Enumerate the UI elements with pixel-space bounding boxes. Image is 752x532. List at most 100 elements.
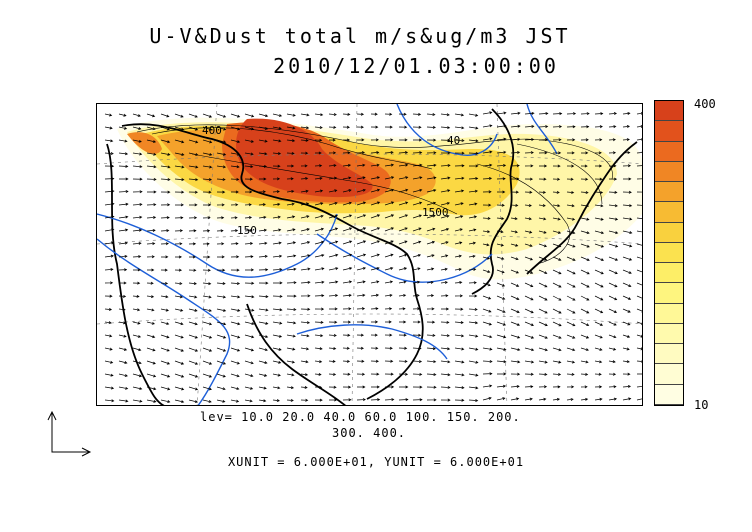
wind-arrow [286, 281, 297, 285]
wind-arrow [104, 189, 115, 193]
wind-arrow [118, 228, 129, 232]
wind-arrow [552, 217, 561, 221]
wind-arrow [636, 308, 642, 313]
wind-arrow [622, 397, 632, 401]
wind-arrow [468, 151, 479, 155]
wind-arrow [104, 373, 114, 377]
wind-arrow [356, 240, 367, 245]
wind-arrow [566, 190, 575, 194]
wind-arrow [300, 228, 310, 232]
wind-arrow [454, 215, 464, 219]
wind-arrow [398, 333, 407, 337]
wind-arrow [496, 163, 507, 167]
wind-arrow [552, 112, 563, 116]
wind-arrow [468, 386, 479, 390]
wind-arrow [300, 241, 311, 245]
wind-arrow [188, 386, 199, 391]
wind-arrow [538, 243, 548, 248]
wind-arrow [482, 230, 491, 234]
wind-arrow [622, 347, 630, 351]
wind-arrow [468, 267, 477, 271]
wind-arrow [286, 177, 294, 181]
wind-arrow [230, 334, 241, 339]
unit-vector-axes-icon [47, 410, 92, 457]
wind-arrow [496, 321, 507, 326]
wind-arrow [384, 333, 393, 337]
wind-arrow [230, 165, 240, 169]
wind-arrow [384, 240, 394, 245]
wind-arrow [342, 138, 351, 142]
wind-arrow [370, 138, 379, 142]
wind-arrow [524, 164, 534, 168]
wind-arrow [370, 359, 379, 363]
wind-arrow [132, 373, 143, 378]
wind-arrow [524, 397, 533, 401]
wind-arrow [118, 399, 129, 403]
wind-arrow [510, 124, 521, 128]
wind-arrow [482, 203, 492, 207]
wind-arrow [384, 138, 394, 142]
wind-arrow [188, 373, 199, 378]
wind-arrow [174, 268, 183, 272]
wind-arrow [300, 398, 309, 402]
wind-arrow [440, 201, 451, 206]
wind-arrow [188, 178, 199, 182]
wind-arrow [496, 111, 507, 115]
wind-arrow [426, 151, 437, 155]
wind-arrow [482, 359, 493, 363]
wind-arrow [104, 294, 113, 298]
wind-arrow [328, 293, 339, 297]
wind-arrow [538, 256, 548, 261]
wind-arrow [608, 385, 617, 389]
wind-arrow [314, 320, 324, 324]
wind-arrow [258, 281, 269, 285]
wind-arrow [146, 386, 157, 391]
colorbar-segment [655, 303, 683, 324]
wind-arrow [300, 189, 309, 193]
wind-arrow [370, 293, 380, 297]
wind-arrow [370, 398, 381, 402]
wind-arrow [482, 124, 493, 128]
wind-arrow [216, 126, 227, 131]
wind-arrow [566, 138, 576, 142]
wind-arrow [398, 227, 408, 232]
wind-arrow [202, 360, 213, 365]
wind-arrow [342, 201, 352, 206]
wind-arrow [524, 217, 532, 221]
colorbar-segment [655, 222, 683, 243]
wind-arrow [146, 177, 157, 181]
wind-arrow [622, 164, 632, 168]
wind-arrow [482, 190, 492, 194]
wind-arrow [244, 386, 254, 390]
wind-arrow [482, 282, 491, 287]
wind-arrow [398, 359, 408, 363]
wind-arrow [496, 397, 506, 401]
wind-arrow [188, 308, 198, 312]
wind-arrow [566, 151, 575, 155]
wind-arrow [314, 176, 323, 180]
wind-arrow [398, 125, 408, 129]
wind-arrow [510, 347, 521, 352]
wind-arrow [356, 151, 366, 155]
wind-arrow [272, 308, 283, 312]
wind-arrow [244, 281, 255, 285]
wind-arrow [468, 360, 479, 364]
wind-arrow [412, 267, 421, 271]
wind-arrow [342, 372, 351, 376]
wind-arrow [412, 372, 423, 376]
wind-arrow [342, 280, 353, 284]
wind-arrow [300, 138, 309, 142]
wind-arrow [594, 190, 604, 194]
wind-arrow [230, 399, 240, 403]
wind-arrow [174, 373, 185, 378]
wind-arrow [384, 293, 393, 297]
wind-arrow [272, 152, 282, 156]
wind-arrow [510, 360, 521, 364]
wind-arrow [118, 164, 129, 168]
wind-arrow [636, 217, 642, 219]
wind-arrow [580, 321, 590, 327]
wind-arrow [510, 190, 519, 194]
wind-arrow [538, 334, 548, 339]
wind-arrow [370, 188, 381, 193]
wind-arrow [594, 256, 605, 261]
